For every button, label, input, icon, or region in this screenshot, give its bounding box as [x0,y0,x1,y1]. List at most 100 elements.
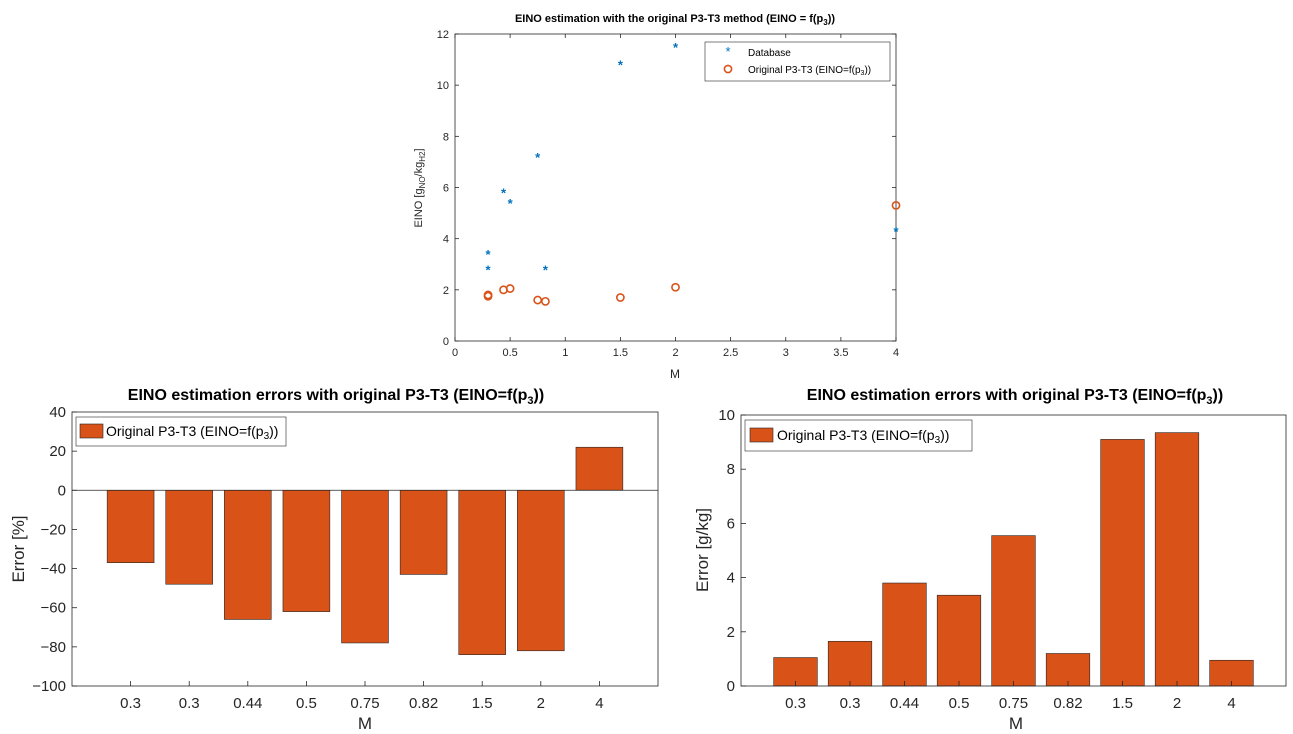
absolute-error-x-axis-label: M [1009,714,1023,733]
legend-label-original: Original P3-T3 (EINO=f(p3)) [748,65,871,77]
absolute-error-x-ticks: 0.3 0.3 0.44 0.5 0.75 0.82 1.5 2 4 [785,681,1236,712]
absolute-error-bar [936,594,982,687]
percent-error-x-tick-label: 0.44 [233,695,262,712]
database-point: * [673,40,679,55]
percent-error-y-tick-label: −40 [41,561,66,578]
scatter-x-tick-label: 1.5 [613,347,628,359]
scatter-y-tick-label: 4 [443,234,449,246]
absolute-error-x-tick-label: 4 [1227,695,1235,712]
percent-error-x-tick-label: 4 [595,695,603,712]
original-model-point [505,284,515,293]
absolute-error-bar [827,640,873,687]
percent-error-y-tick-label: 20 [49,443,66,460]
absolute-error-bars [773,432,1254,687]
absolute-error-chart-title: EINO estimation errors with original P3-… [807,387,1223,407]
percent-error-legend-swatch [79,423,104,439]
absolute-error-x-tick-label: 0.5 [949,695,970,712]
absolute-error-bar [1045,653,1091,687]
absolute-error-legend: Original P3-T3 (EINO=f(p3)) [744,419,973,452]
percent-error-bars [106,446,624,655]
scatter-y-ticks: 0 2 4 6 8 10 12 [437,29,896,348]
scatter-y-tick-label: 0 [443,336,449,348]
percent-error-x-tick-label: 0.5 [296,695,317,712]
absolute-error-y-axis-label: Error [g/kg] [693,508,712,592]
absolute-error-y-tick-label: 6 [727,515,735,532]
original-model-point [483,291,493,301]
percent-error-x-ticks: 0.3 0.3 0.44 0.5 0.75 0.82 1.5 2 4 [120,681,604,712]
percent-error-x-tick-label: 0.3 [179,695,200,712]
percent-error-bar [282,489,331,612]
percent-error-y-tick-label: −20 [41,521,66,538]
percent-error-legend: Original P3-T3 (EINO=f(p3)) [75,416,287,447]
absolute-error-chart: EINO estimation errors with original P3-… [693,387,1287,733]
scatter-plot-area [454,33,897,342]
scatter-y-axis-label: EINO [gNO/kgH2] [413,148,427,227]
absolute-error-bar [773,657,818,687]
absolute-error-x-tick-label: 0.75 [999,695,1028,712]
absolute-error-y-tick-label: 10 [718,407,735,424]
absolute-error-y-tick-label: 0 [727,678,735,695]
percent-error-x-tick-label: 0.3 [120,695,141,712]
scatter-x-tick-label: 2 [672,347,678,359]
legend-marker-original [723,64,733,74]
percent-error-y-tick-label: −60 [41,600,66,617]
percent-error-bar [458,489,506,655]
scatter-x-tick-label: 3.5 [833,347,848,359]
scatter-chart: EINO estimation with the original P3-T3 … [413,13,901,381]
percent-error-x-tick-label: 0.82 [409,695,438,712]
scatter-x-tick-label: 3 [783,347,789,359]
scatter-x-tick-label: 1 [562,347,568,359]
percent-error-legend-label: Original P3-T3 (EINO=f(p3)) [106,423,278,442]
scatter-points: ********* [483,40,901,306]
scatter-x-tick-label: 4 [893,347,899,359]
scatter-y-tick-label: 8 [443,131,449,143]
absolute-error-bar [882,582,927,687]
absolute-error-y-tick-label: 2 [727,624,735,641]
scatter-x-tick-label: 2.5 [723,347,738,359]
original-model-point [671,282,680,292]
scatter-legend: * Database Original P3-T3 (EINO=f(p3)) [704,41,891,82]
percent-error-legend-box [75,416,287,447]
percent-error-bar [106,489,155,563]
absolute-error-y-tick-label: 8 [727,461,735,478]
scatter-chart-title: EINO estimation with the original P3-T3 … [515,13,835,27]
percent-error-bar [517,489,565,652]
absolute-error-bar [1100,439,1145,687]
absolute-error-x-tick-label: 0.3 [840,695,861,712]
percent-error-chart: EINO estimation errors with original P3-… [9,387,659,733]
absolute-error-y-tick-label: 4 [727,570,735,587]
absolute-error-x-tick-label: 0.3 [785,695,806,712]
scatter-y-tick-label: 12 [437,29,449,41]
percent-error-y-tick-label: −100 [32,678,66,695]
database-point: * [543,262,549,277]
percent-error-y-axis-label: Error [%] [9,515,28,582]
percent-error-x-axis-label: M [358,714,372,733]
absolute-error-x-tick-label: 1.5 [1112,695,1133,712]
absolute-error-legend-box [744,419,973,452]
database-point: * [501,186,507,201]
percent-error-bar [575,446,624,491]
database-point: * [618,58,624,73]
percent-error-y-tick-label: −80 [41,639,66,656]
database-point: * [535,150,541,165]
scatter-y-tick-label: 2 [443,285,449,297]
scatter-y-tick-label: 6 [443,183,449,195]
database-point: * [893,224,899,239]
legend-marker-database: * [725,44,730,59]
percent-error-chart-title: EINO estimation errors with original P3-… [128,387,544,407]
absolute-error-x-tick-label: 2 [1173,695,1181,712]
percent-error-y-tick-label: 0 [58,482,66,499]
database-point: * [508,196,514,211]
original-model-point [891,201,901,210]
absolute-error-bar [991,535,1036,687]
absolute-error-bar [1154,432,1200,687]
absolute-error-legend-label: Original P3-T3 (EINO=f(p3)) [777,427,949,446]
absolute-error-x-tick-label: 0.82 [1053,695,1082,712]
scatter-x-axis-label: M [670,367,680,381]
percent-error-y-tick-label: 40 [49,404,66,421]
percent-error-x-tick-label: 0.75 [350,695,379,712]
percent-error-bar [224,489,272,620]
scatter-y-tick-label: 10 [437,80,449,92]
scatter-x-tick-label: 0.5 [502,347,517,359]
